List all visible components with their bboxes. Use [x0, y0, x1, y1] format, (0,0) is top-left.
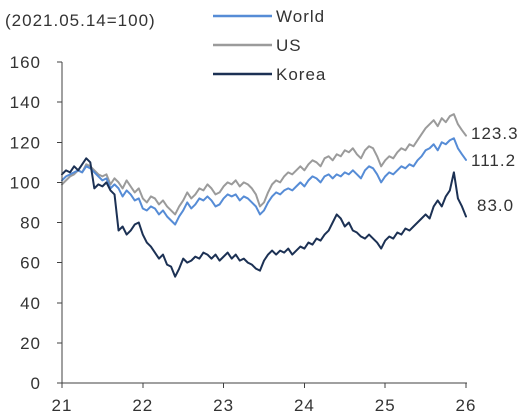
end-label-korea: 83.0 — [477, 196, 514, 215]
x-tick-label: 21 — [52, 396, 73, 414]
legend-label-korea: Korea — [276, 65, 326, 84]
y-tick-label: 0 — [31, 374, 41, 393]
y-tick-label: 60 — [20, 254, 41, 273]
x-ticks: 21 22 23 24 25 26 — [52, 383, 477, 414]
legend-label-world: World — [276, 7, 325, 26]
series-line-world — [61, 137, 467, 226]
legend: World US Korea — [213, 7, 326, 84]
chart-subtitle: (2021.05.14=100) — [5, 11, 156, 30]
legend-item-korea: Korea — [213, 65, 326, 84]
y-tick-label: 140 — [10, 93, 41, 112]
legend-label-us: US — [276, 36, 302, 55]
y-ticks: 0 20 40 60 80 100 120 140 160 — [10, 53, 62, 393]
x-axis: 21 22 23 24 25 26 — [52, 382, 477, 414]
y-tick-label: 40 — [20, 294, 41, 313]
end-value-labels: 123.3 111.2 83.0 — [471, 124, 519, 215]
y-tick-label: 120 — [10, 133, 41, 152]
y-axis: 0 20 40 60 80 100 120 140 160 — [10, 53, 63, 393]
legend-item-world: World — [213, 7, 325, 26]
y-tick-label: 20 — [20, 334, 41, 353]
x-tick-label: 23 — [213, 396, 234, 414]
x-tick-label: 25 — [375, 396, 396, 414]
y-tick-label: 80 — [20, 214, 41, 233]
x-tick-label: 24 — [294, 396, 315, 414]
series-lines — [61, 113, 467, 278]
y-tick-label: 100 — [10, 173, 41, 192]
series-line-korea — [61, 157, 467, 278]
series-line-us — [61, 113, 467, 216]
end-label-world: 111.2 — [471, 151, 516, 170]
end-label-us: 123.3 — [471, 124, 519, 143]
x-tick-label: 26 — [456, 396, 477, 414]
legend-item-us: US — [213, 36, 302, 55]
y-tick-label: 160 — [10, 53, 41, 72]
x-tick-label: 22 — [132, 396, 153, 414]
